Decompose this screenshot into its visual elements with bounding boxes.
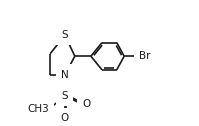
Text: N: N xyxy=(61,70,69,80)
Text: O: O xyxy=(61,113,69,123)
Text: O: O xyxy=(82,99,91,109)
Text: CH3: CH3 xyxy=(27,104,49,114)
Text: S: S xyxy=(62,30,68,40)
Text: S: S xyxy=(62,91,68,101)
Text: Br: Br xyxy=(139,51,150,61)
